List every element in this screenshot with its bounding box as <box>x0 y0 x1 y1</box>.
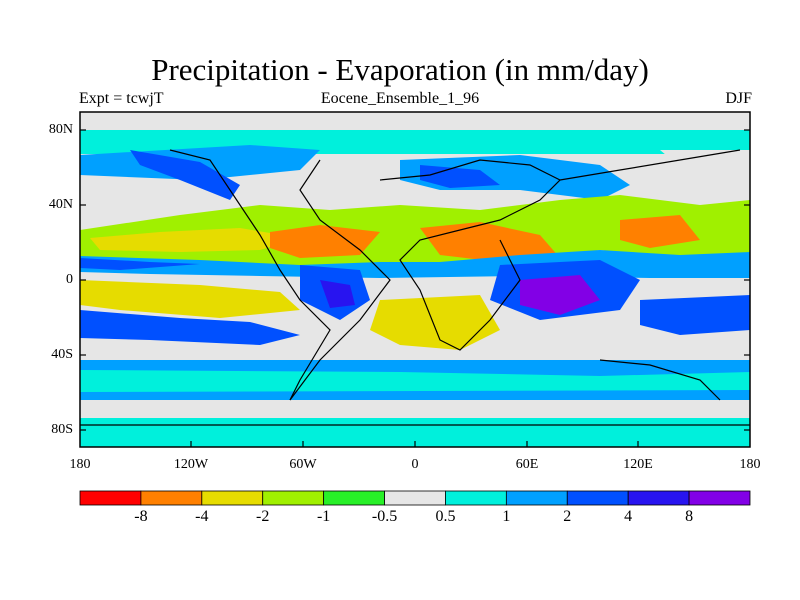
south-pacific-east-wet <box>640 295 750 335</box>
colorbar-swatch <box>445 490 507 506</box>
eurasia-core <box>420 165 500 188</box>
colorbar-label: -0.5 <box>371 508 398 525</box>
lat-label-40n: 40N <box>48 197 73 212</box>
south-pacific-wet-band <box>80 310 300 345</box>
colorbar-label: 1 <box>502 508 511 525</box>
colorbar-swatch <box>323 490 385 506</box>
colorbar-swatch <box>688 490 751 506</box>
lat-label-80n: 80N <box>48 122 73 137</box>
colorbar-swatch <box>384 490 446 506</box>
lat-label-40s: 40S <box>51 347 73 362</box>
colorbar-label: -2 <box>256 508 270 525</box>
north-pacific-dry <box>90 228 300 252</box>
colorbar-swatch <box>566 490 629 506</box>
colorbar-label: 2 <box>563 508 572 525</box>
australia-antarctica-coast <box>599 359 721 401</box>
colorbar-label: -8 <box>134 508 148 525</box>
colorbar-swatch <box>140 490 203 506</box>
atlantic-dry-core-west <box>270 225 380 258</box>
colorbar-swatch <box>201 490 264 506</box>
colorbar-label: -4 <box>195 508 209 525</box>
south-atlantic-dry <box>370 295 500 350</box>
southern-storm-track-inner <box>80 370 750 392</box>
colorbar-swatch <box>627 490 690 506</box>
lon-label-0: 0 <box>411 457 419 472</box>
antarctic-rim <box>80 400 750 418</box>
south-pacific-dry <box>80 280 300 318</box>
lon-label-120w: 120W <box>173 457 209 472</box>
chart-title: Precipitation - Evaporation (in mm/day) <box>151 52 649 87</box>
asia-north-coast <box>559 149 741 181</box>
lon-label-120e: 120E <box>623 457 653 472</box>
indian-ocean-core <box>520 275 600 315</box>
lat-label-0: 0 <box>66 272 73 287</box>
map-field <box>80 112 750 447</box>
coastlines <box>80 149 750 426</box>
ensemble-label: Eocene_Ensemble_1_96 <box>320 90 480 107</box>
siberia-dry-region <box>660 150 750 180</box>
season-label: DJF <box>725 90 752 107</box>
lon-label-60e: 60E <box>515 457 539 472</box>
colorbar-label: 0.5 <box>435 508 456 525</box>
americas-coast-east <box>289 159 391 401</box>
north-pacific-core <box>130 150 240 200</box>
arctic-band <box>80 112 750 126</box>
lon-label-180w: 180 <box>69 457 91 472</box>
lat-label-80s: 80S <box>51 422 73 437</box>
itcz-pacific-core <box>80 258 200 270</box>
lon-label-60w: 60W <box>289 457 317 472</box>
colorbar-label: 8 <box>685 508 694 525</box>
tick-marks <box>80 129 750 447</box>
colorbar-label: -1 <box>316 508 331 525</box>
experiment-label: Expt = tcwjT <box>79 90 164 107</box>
south-america-core <box>320 280 355 308</box>
africa-arabia-dry-core <box>420 222 560 262</box>
africa-eurasia-coast <box>379 159 562 351</box>
colorbar-swatch <box>79 490 142 506</box>
colorbar-swatch <box>262 490 325 506</box>
lon-label-180e: 180 <box>739 457 761 472</box>
americas-coast-west <box>169 149 331 401</box>
colorbar-swatch <box>505 490 568 506</box>
west-pacific-dry-core <box>620 215 700 248</box>
colorbar-label: 4 <box>624 508 633 525</box>
